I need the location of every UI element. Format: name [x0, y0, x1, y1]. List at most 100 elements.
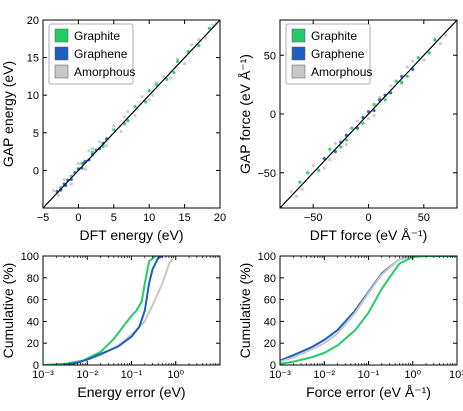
y-tick-label: 0 [270, 360, 276, 372]
series-line-graphene [63, 256, 163, 365]
point-graphite-14 [400, 80, 404, 84]
x-tick-label: 10⁻¹ [358, 369, 380, 381]
point-amorphous-8 [112, 124, 116, 128]
x-axis-label: Force error (eV Å⁻¹) [306, 384, 431, 400]
point-amorphous-17 [175, 57, 180, 61]
y-tick-label: 10 [27, 90, 39, 102]
plot-area [280, 256, 457, 365]
y-tick-label: −50 [257, 168, 276, 180]
legend-swatch-graphite [54, 28, 69, 43]
y-tick-label: 0 [33, 165, 39, 177]
x-tick-label: 10¹ [449, 369, 463, 381]
point-graphite-9 [154, 83, 158, 87]
point-amorphous-2 [69, 182, 73, 186]
x-tick-label: 50 [418, 212, 430, 224]
y-tick-label: 40 [264, 316, 276, 328]
y-tick-label: 40 [27, 316, 39, 328]
point-graphite-8 [144, 100, 148, 104]
point-amorphous-11 [411, 59, 415, 63]
point-graphite-9 [405, 74, 409, 78]
x-tick-label: 20 [214, 212, 226, 224]
point-amorphous-27 [151, 93, 155, 97]
point-amorphous-26 [122, 115, 127, 119]
point-amorphous-7 [105, 143, 109, 148]
point-amorphous-12 [140, 95, 144, 99]
chart-force-cdf: 10⁻³ 10⁻² 10⁻¹ 10⁰ 10¹ 0 20 40 60 80 100 Force erro… [237, 251, 463, 400]
point-amorphous-21 [204, 36, 208, 40]
y-tick-label: 60 [264, 295, 276, 307]
series-line-graphite [280, 256, 457, 365]
y-tick-label: 20 [27, 338, 39, 350]
point-amorphous-1 [62, 177, 66, 182]
plot-area [43, 256, 175, 365]
y-tick-label: 80 [264, 273, 276, 285]
legend-swatch-amorphous [291, 64, 306, 79]
point-amorphous-11 [133, 113, 137, 118]
point-graphite-13 [197, 43, 201, 48]
y-tick-label: 60 [27, 295, 39, 307]
reference-line-top [280, 20, 457, 208]
chart-force-parity: Graphite Graphene Amorphous −50 0 50 −50 0 50 DFT… [237, 19, 458, 243]
x-tick-label: 10⁻¹ [121, 369, 143, 381]
x-tick-label: 10⁻² [313, 369, 335, 381]
point-graphite-2 [328, 147, 332, 151]
point-amorphous-3 [76, 162, 80, 166]
reference-line-top [43, 20, 220, 208]
x-tick-label: 10⁻² [76, 369, 98, 381]
point-amorphous-0 [289, 189, 293, 194]
plot-area [280, 20, 457, 208]
x-tick-label: 10⁻³ [269, 369, 291, 381]
point-amorphous-5 [344, 142, 348, 147]
point-amorphous-6 [355, 119, 360, 123]
y-tick-label: 50 [264, 50, 276, 62]
x-axis-label: Energy error (eV) [77, 384, 185, 400]
point-graphite-6 [372, 103, 376, 107]
series-line-amorphous [280, 256, 457, 363]
axes-frame [42, 19, 221, 209]
point-amorphous-9 [389, 84, 393, 88]
legend-swatch-graphene [291, 46, 306, 61]
point-graphite-5 [112, 128, 116, 132]
legend-label-graphite: Graphite [311, 29, 357, 43]
legend-label-graphite: Graphite [74, 29, 120, 43]
y-axis-label: GAP energy (eV) [0, 61, 16, 167]
point-graphite-17 [126, 119, 130, 123]
point-amorphous-6 [98, 140, 102, 144]
point-amorphous-9 [119, 129, 123, 133]
point-amorphous-7 [366, 117, 371, 121]
x-tick-label: 5 [111, 212, 117, 224]
y-tick-label: 100 [21, 251, 39, 263]
point-graphite-1 [317, 168, 321, 172]
point-amorphous-25 [56, 193, 61, 197]
point-amorphous-15 [294, 194, 299, 198]
point-amorphous-5 [90, 146, 95, 151]
point-graphite-7 [133, 104, 137, 109]
x-tick-label: 0 [75, 212, 81, 224]
point-graphite-13 [433, 38, 437, 42]
point-amorphous-3 [322, 166, 326, 170]
point-amorphous-14 [444, 33, 448, 37]
y-tick-label: 5 [33, 128, 39, 140]
point-graphite-15 [172, 71, 176, 75]
x-tick-label: 10⁻³ [32, 369, 54, 381]
point-amorphous-4 [83, 167, 88, 171]
chart-energy-parity: Graphite Graphene Amorphous −5 0 5 10 15 20 0 5 10 1… [0, 15, 226, 243]
y-axis-label: GAP force (eV Å⁻¹) [237, 54, 253, 174]
point-graphite-14 [207, 26, 211, 30]
legend: Graphite Graphene Amorphous [285, 23, 372, 85]
y-axis-label: Cumulative (%) [0, 263, 16, 359]
point-amorphous-4 [333, 141, 337, 145]
point-amorphous-24 [87, 149, 91, 153]
point-amorphous-18 [405, 65, 409, 69]
legend-box [285, 23, 371, 85]
x-axis-label: DFT energy (eV) [80, 227, 184, 243]
legend-swatch-graphite [291, 28, 306, 43]
point-amorphous-20 [197, 37, 201, 42]
point-amorphous-0 [52, 189, 56, 193]
legend: Graphite Graphene Amorphous [48, 23, 135, 85]
y-tick-label: 100 [258, 251, 276, 263]
x-tick-label: 15 [178, 212, 190, 224]
y-tick-label: 0 [33, 360, 39, 372]
